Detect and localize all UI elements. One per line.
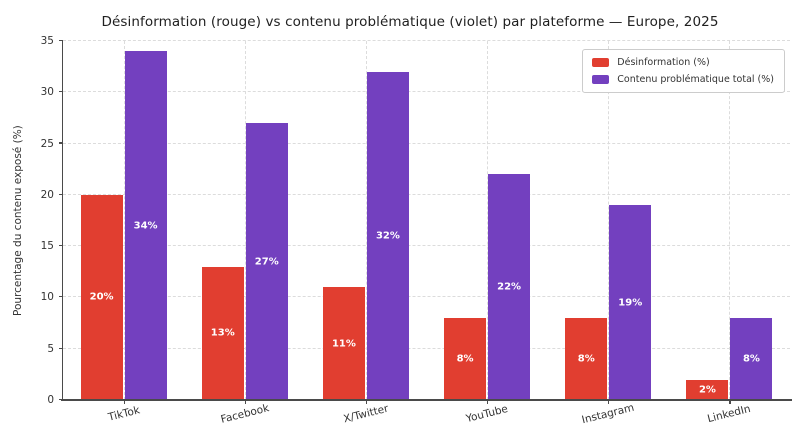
bar-value-label: 22% <box>497 281 522 293</box>
plot-area: 0 5 10 15 20 25 30 35 20% 34% TikTok 13% 27% Faceboo… <box>41 35 792 426</box>
h-gridline <box>63 142 790 144</box>
x-tick-label: YouTube <box>464 403 510 425</box>
y-tick-label: 25 <box>40 137 54 150</box>
y-tick-label: 35 <box>40 35 54 47</box>
y-tick-label: 5 <box>47 342 54 355</box>
legend-item: Désinformation (%) <box>592 57 774 68</box>
bar-pair: 11% 32% <box>322 71 409 400</box>
h-gridline <box>63 347 790 349</box>
grid-layer: 0 5 10 15 20 25 30 35 <box>41 35 790 406</box>
bar-pair: 8% 19% <box>565 205 652 400</box>
v-gridline <box>608 41 610 400</box>
bar: 2% <box>686 379 729 400</box>
chart-title: Désinformation (rouge) vs contenu problé… <box>101 14 719 30</box>
legend: Désinformation (%) Contenu problématique … <box>582 49 785 93</box>
bar: 19% <box>609 205 652 400</box>
y-tick-label: 20 <box>40 188 54 201</box>
v-gridline <box>365 41 367 400</box>
v-gridline <box>487 41 489 400</box>
bar-pair: 2% 8% <box>686 317 773 400</box>
bar-value-label: 2% <box>698 384 716 396</box>
bar: 34% <box>124 51 167 400</box>
bar: 22% <box>488 174 531 400</box>
bar: 8% <box>565 317 608 400</box>
x-tick-mark <box>123 400 125 404</box>
h-gridline <box>63 245 790 247</box>
bar-value-label: 8% <box>456 353 474 365</box>
bar-group: 8% 19% Instagram <box>548 41 669 426</box>
x-tick-label: Instagram <box>580 401 636 427</box>
bar-pair: 20% 34% <box>80 51 167 400</box>
bar-group: 2% 8% LinkedIn <box>669 41 790 425</box>
legend-swatch <box>592 58 610 67</box>
bar: 32% <box>366 71 409 400</box>
x-tick-mark <box>365 400 368 404</box>
bar-value-label: 19% <box>618 297 643 309</box>
bar-value-label: 27% <box>254 256 279 268</box>
y-tick-mark <box>59 244 63 247</box>
bar-value-label: 11% <box>331 338 356 350</box>
y-tick-mark <box>59 347 63 349</box>
bar-value-label: 32% <box>375 230 400 242</box>
v-gridline <box>244 41 246 400</box>
legend-label: Contenu problématique total (%) <box>617 74 774 85</box>
bar-value-label: 20% <box>89 291 114 303</box>
bar-group: 13% 27% Facebook <box>184 41 305 426</box>
bar: 11% <box>322 287 365 400</box>
x-tick-label: X/Twitter <box>342 402 390 426</box>
bar-pair: 8% 22% <box>444 174 531 400</box>
y-axis-spine <box>62 41 64 400</box>
h-gridline <box>63 40 790 41</box>
bar-value-label: 34% <box>133 220 158 232</box>
bar-group: 8% 22% YouTube <box>427 41 548 425</box>
bar: 13% <box>201 266 244 400</box>
y-tick-mark <box>59 296 63 298</box>
x-tick-mark <box>608 400 610 404</box>
y-tick-label: 10 <box>40 291 54 304</box>
bar-group: 20% 34% TikTok <box>63 41 184 424</box>
x-tick-label: LinkedIn <box>706 402 753 426</box>
bar-group: 11% 32% X/Twitter <box>305 41 426 425</box>
bar: 8% <box>444 317 487 400</box>
legend-label: Désinformation (%) <box>617 57 710 68</box>
bar: 27% <box>245 123 288 400</box>
y-tick-mark <box>59 39 63 41</box>
h-gridline <box>63 91 790 93</box>
y-tick-mark <box>59 193 63 195</box>
x-tick-mark <box>487 400 489 404</box>
bar-value-label: 13% <box>210 327 235 339</box>
bar: 8% <box>730 317 773 400</box>
bar-value-label: 8% <box>742 353 760 365</box>
x-axis-spine <box>61 399 792 401</box>
y-tick-mark <box>59 91 63 93</box>
bar-pair: 13% 27% <box>201 123 288 400</box>
legend-swatch <box>592 75 610 84</box>
h-gridline <box>63 193 790 195</box>
x-tick-label: TikTok <box>106 404 141 424</box>
v-gridline <box>729 41 731 400</box>
y-tick-mark <box>59 142 63 144</box>
v-gridline <box>123 41 125 400</box>
legend-item: Contenu problématique total (%) <box>592 74 774 85</box>
y-tick-label: 0 <box>47 394 54 406</box>
x-tick-mark <box>729 400 731 404</box>
h-gridline <box>63 296 790 298</box>
x-tick-label: Facebook <box>219 402 271 426</box>
y-tick-label: 30 <box>40 86 54 99</box>
x-tick-mark <box>244 400 246 404</box>
y-tick-label: 15 <box>40 240 54 253</box>
bar-value-label: 8% <box>577 353 595 365</box>
bar-groups: 20% 34% TikTok 13% 27% Facebook 11% 32% X/Twitte… <box>63 41 790 426</box>
bar: 20% <box>80 194 123 400</box>
